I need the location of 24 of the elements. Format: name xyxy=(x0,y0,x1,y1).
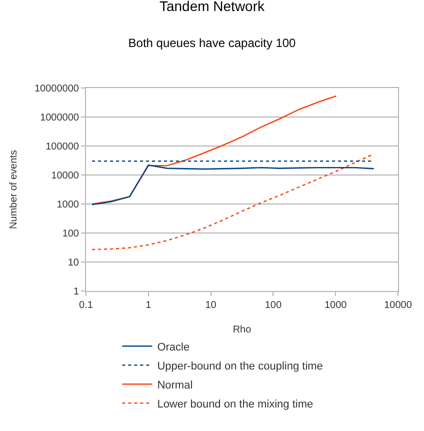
x-tick-label: 0.1 xyxy=(79,300,94,311)
y-tick-label: 100 xyxy=(62,228,80,240)
legend-label: Lower bound on the mixing time xyxy=(157,398,314,410)
x-tick-label: 10000 xyxy=(384,300,412,311)
line-series xyxy=(91,164,374,206)
y-tick-label: 10 xyxy=(68,258,80,268)
x-tick-label: 1 xyxy=(146,300,152,311)
x-axis-title: Rho xyxy=(232,324,252,336)
x-tick-label: 10 xyxy=(205,300,217,311)
chart-subtitle: Both queues have capacity 100 xyxy=(128,36,296,50)
y-tick-label: 10000 xyxy=(51,170,80,182)
line-series xyxy=(91,95,337,205)
y-tick-label: 1000000 xyxy=(40,112,80,124)
legend-label: Upper-bound on the coupling time xyxy=(157,360,323,372)
y-tick-label: 1 xyxy=(73,286,80,298)
y-axis-title: Number of events xyxy=(8,150,20,229)
x-tick-label: 1000 xyxy=(324,300,348,311)
legend-label: Oracle xyxy=(157,341,190,354)
y-tick-label: 1000 xyxy=(56,200,80,210)
x-tick-label: 100 xyxy=(264,300,282,311)
legend-label: Normal xyxy=(157,379,193,392)
y-tick-label: 10000000 xyxy=(34,84,80,94)
chart-title: Tandem Network xyxy=(159,0,266,14)
y-tick-label: 100000 xyxy=(46,142,80,152)
